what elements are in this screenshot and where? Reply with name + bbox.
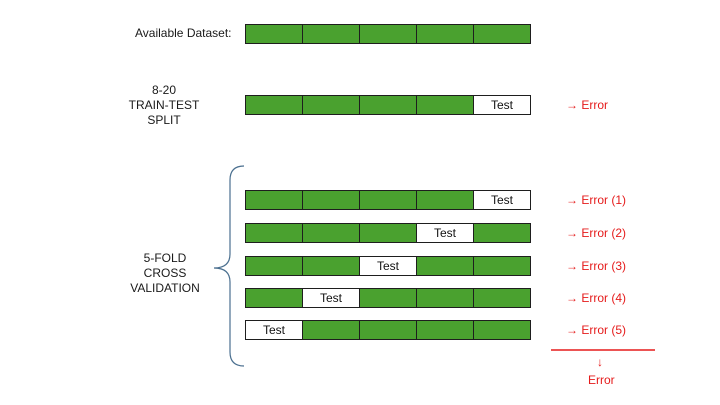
train-fold-cell	[246, 289, 303, 307]
summary-arrow-icon: ↓	[597, 355, 603, 369]
train-fold-cell	[303, 25, 360, 43]
train-fold-cell	[360, 191, 417, 209]
train-fold-cell	[246, 96, 303, 114]
test-fold-cell: Test	[474, 191, 530, 209]
test-fold-cell: Test	[417, 224, 474, 242]
train-fold-cell	[246, 257, 303, 275]
curly-brace	[213, 165, 245, 367]
cross-validation-line-2: CROSS	[143, 266, 187, 280]
train-fold-cell	[474, 25, 530, 43]
available-dataset-bar	[245, 24, 531, 44]
test-fold-cell: Test	[246, 321, 303, 339]
train-fold-cell	[360, 96, 417, 114]
cv-error-result-2: → Error (2)	[566, 226, 626, 240]
cv-fold-bar-4: Test	[245, 288, 531, 308]
cv-fold-bar-5: Test	[245, 320, 531, 340]
cv-error-result-3: → Error (3)	[566, 259, 626, 273]
cv-fold-bar-3: Test	[245, 256, 531, 276]
total-error-label: Error	[588, 373, 615, 387]
train-fold-cell	[474, 257, 530, 275]
cv-error-result-5: → Error (5)	[566, 323, 626, 337]
train-fold-cell	[246, 224, 303, 242]
cv-fold-bar-2: Test	[245, 223, 531, 243]
train-fold-cell	[417, 96, 474, 114]
split-error-result: → Error	[566, 98, 608, 112]
train-fold-cell	[303, 191, 360, 209]
train-fold-cell	[303, 321, 360, 339]
train-fold-cell	[417, 289, 474, 307]
cross-validation-line-3: VALIDATION	[130, 281, 200, 295]
train-test-split-line-3: SPLIT	[147, 113, 181, 127]
train-fold-cell	[246, 25, 303, 43]
train-fold-cell	[246, 191, 303, 209]
train-test-split-line-2: TRAIN-TEST	[128, 98, 200, 112]
train-fold-cell	[303, 224, 360, 242]
train-fold-cell	[474, 321, 530, 339]
train-fold-cell	[417, 321, 474, 339]
train-fold-cell	[417, 25, 474, 43]
cv-fold-bar-1: Test	[245, 190, 531, 210]
test-fold-cell: Test	[303, 289, 360, 307]
train-fold-cell	[417, 257, 474, 275]
train-fold-cell	[360, 321, 417, 339]
cross-validation-line-1: 5-FOLD	[143, 251, 187, 265]
train-test-split-bar: Test	[245, 95, 531, 115]
train-fold-cell	[474, 289, 530, 307]
test-fold-cell: Test	[360, 257, 417, 275]
train-fold-cell	[360, 224, 417, 242]
train-fold-cell	[303, 96, 360, 114]
train-fold-cell	[417, 191, 474, 209]
available-dataset-label: Available Dataset:	[135, 26, 232, 40]
train-test-split-line-1: 8-20	[151, 83, 177, 97]
cv-error-result-1: → Error (1)	[566, 193, 626, 207]
train-fold-cell	[303, 257, 360, 275]
test-fold-cell: Test	[474, 96, 530, 114]
cross-validation-label: 5-FOLD CROSS VALIDATION	[120, 251, 210, 296]
cv-error-result-4: → Error (4)	[566, 291, 626, 305]
train-fold-cell	[474, 224, 530, 242]
train-fold-cell	[360, 25, 417, 43]
train-test-split-label: 8-20 TRAIN-TEST SPLIT	[124, 83, 204, 128]
train-fold-cell	[360, 289, 417, 307]
